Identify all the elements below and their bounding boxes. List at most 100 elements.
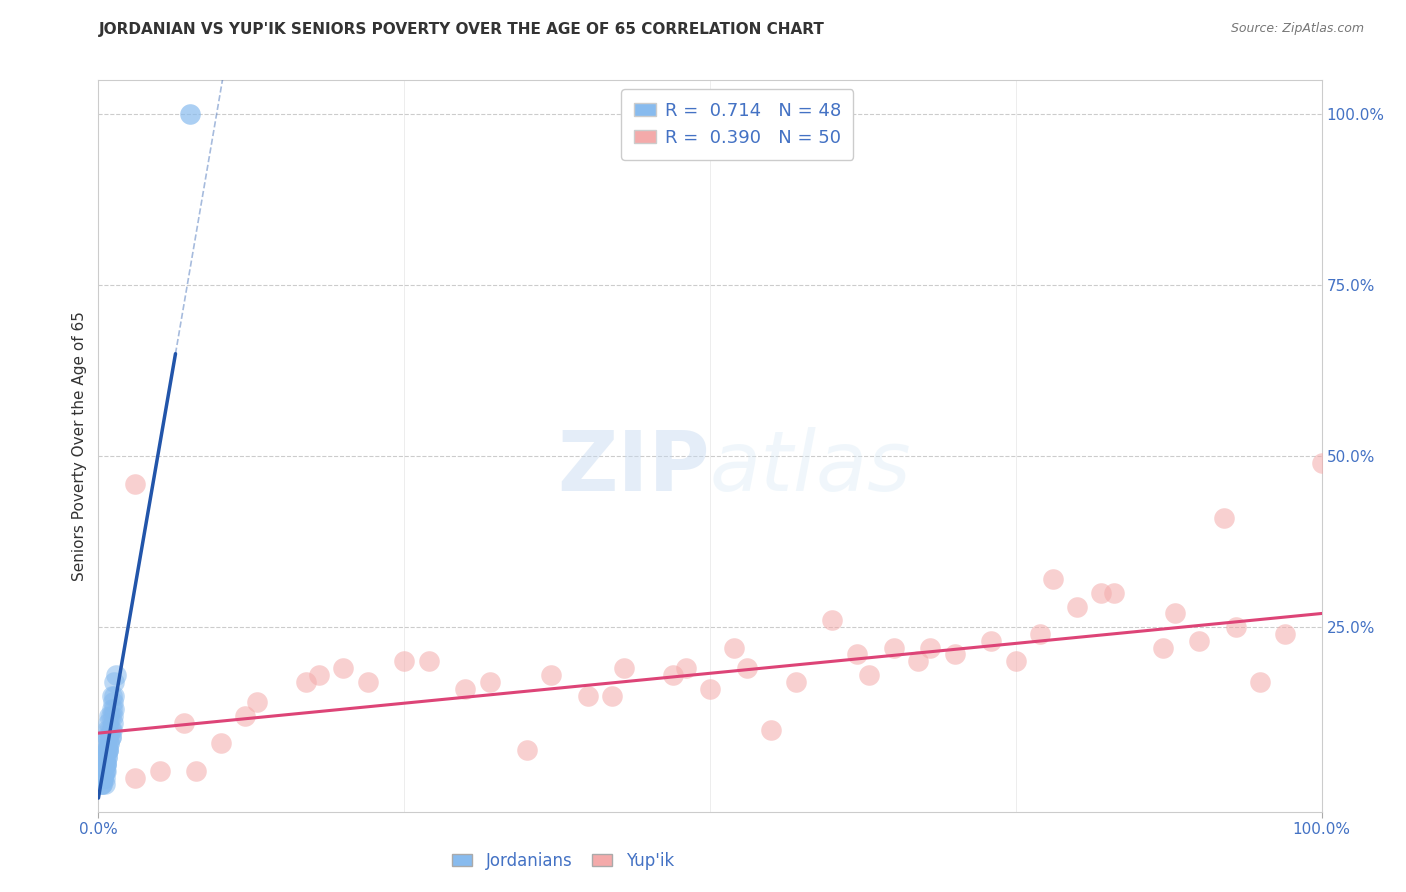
Point <box>94 756 117 771</box>
Point <box>98 736 121 750</box>
Point <box>93 764 115 778</box>
Point <box>98 736 121 750</box>
Y-axis label: Seniors Poverty Over the Age of 65: Seniors Poverty Over the Age of 65 <box>72 311 87 581</box>
Point <box>1249 674 1271 689</box>
Point <box>821 613 844 627</box>
Point <box>93 750 115 764</box>
Point <box>97 743 120 757</box>
Point <box>308 668 330 682</box>
Point <box>94 756 117 771</box>
Point <box>98 709 121 723</box>
Point <box>100 730 122 744</box>
Point <box>1066 599 1088 614</box>
Point <box>91 777 114 791</box>
Point <box>1188 633 1211 648</box>
Point <box>179 107 201 121</box>
Point <box>97 743 120 757</box>
Point <box>761 723 783 737</box>
Point <box>233 709 256 723</box>
Point <box>785 674 807 689</box>
Point <box>96 750 118 764</box>
Text: ZIP: ZIP <box>558 427 710 508</box>
Point <box>101 702 124 716</box>
Point <box>91 764 114 778</box>
Text: atlas: atlas <box>710 427 911 508</box>
Point <box>246 695 269 709</box>
Point <box>94 736 117 750</box>
Point <box>97 743 120 757</box>
Point <box>540 668 562 682</box>
Point <box>91 777 114 791</box>
Point <box>858 668 880 682</box>
Point <box>356 674 378 689</box>
Point <box>699 681 721 696</box>
Point <box>1004 654 1026 668</box>
Point <box>103 702 125 716</box>
Point <box>149 764 172 778</box>
Point <box>454 681 477 696</box>
Point <box>91 771 114 785</box>
Point <box>1029 627 1052 641</box>
Point <box>1152 640 1174 655</box>
Point <box>100 730 122 744</box>
Point <box>90 777 112 791</box>
Point <box>600 689 623 703</box>
Point <box>97 715 120 730</box>
Point <box>103 674 125 689</box>
Point <box>662 668 685 682</box>
Point <box>91 771 114 785</box>
Point <box>101 709 124 723</box>
Point <box>332 661 354 675</box>
Point <box>920 640 942 655</box>
Point <box>93 771 115 785</box>
Point <box>97 730 120 744</box>
Point <box>576 689 599 703</box>
Point <box>943 648 966 662</box>
Point <box>845 648 868 662</box>
Point <box>101 695 124 709</box>
Point <box>186 764 208 778</box>
Point <box>418 654 440 668</box>
Point <box>98 723 121 737</box>
Point <box>94 743 117 757</box>
Point <box>100 709 122 723</box>
Point <box>515 743 537 757</box>
Point <box>93 764 115 778</box>
Point <box>94 764 117 778</box>
Point <box>1042 572 1064 586</box>
Point <box>100 723 122 737</box>
Point <box>93 756 115 771</box>
Point <box>96 750 118 764</box>
Point <box>101 723 124 737</box>
Point <box>124 476 146 491</box>
Point <box>209 736 232 750</box>
Point <box>613 661 636 675</box>
Point <box>96 730 118 744</box>
Point <box>101 715 124 730</box>
Point <box>735 661 758 675</box>
Point <box>91 771 114 785</box>
Point <box>96 743 118 757</box>
Point <box>103 689 125 703</box>
Point <box>907 654 929 668</box>
Point <box>124 771 146 785</box>
Point <box>1164 607 1187 621</box>
Point <box>675 661 697 675</box>
Point <box>173 715 195 730</box>
Point <box>723 640 745 655</box>
Point <box>1274 627 1296 641</box>
Point <box>93 777 115 791</box>
Legend: Jordanians, Yup'ik: Jordanians, Yup'ik <box>446 846 681 877</box>
Text: Source: ZipAtlas.com: Source: ZipAtlas.com <box>1230 22 1364 36</box>
Point <box>478 674 501 689</box>
Point <box>1212 510 1234 524</box>
Point <box>980 633 1002 648</box>
Text: JORDANIAN VS YUP'IK SENIORS POVERTY OVER THE AGE OF 65 CORRELATION CHART: JORDANIAN VS YUP'IK SENIORS POVERTY OVER… <box>98 22 824 37</box>
Point <box>104 668 127 682</box>
Point <box>1310 456 1333 470</box>
Point <box>1090 586 1112 600</box>
Point <box>1102 586 1125 600</box>
Point <box>883 640 905 655</box>
Point <box>392 654 416 668</box>
Point <box>96 723 118 737</box>
